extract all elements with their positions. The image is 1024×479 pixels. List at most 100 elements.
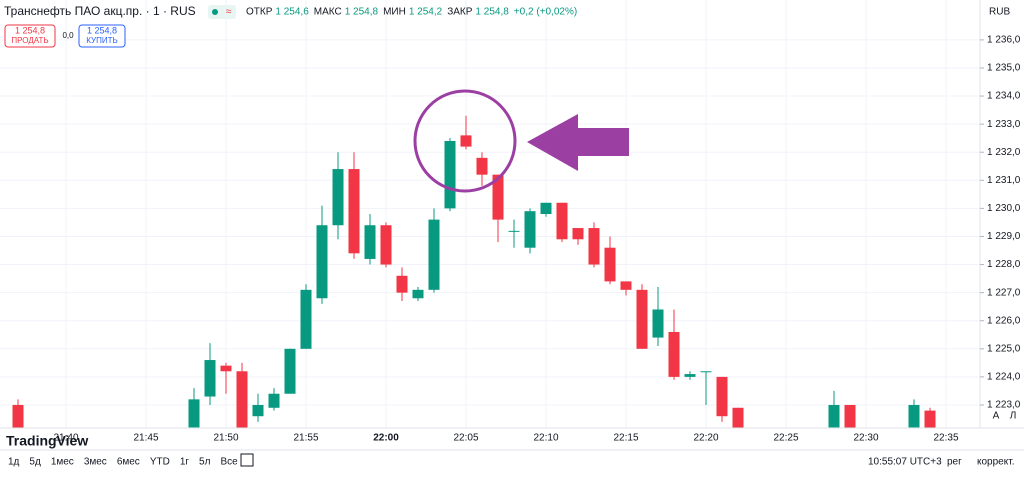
candle-body	[284, 348, 296, 394]
annotation-arrow	[527, 114, 629, 171]
auto-scale[interactable]: A	[993, 411, 1000, 422]
currency[interactable]: RUB	[989, 7, 1010, 18]
sell-label[interactable]: ПРОДАТЬ	[11, 36, 48, 45]
range-button[interactable]: 5л	[199, 457, 211, 468]
buy-label[interactable]: КУПИТЬ	[86, 36, 117, 45]
symbol-title: Транснефть ПАО акц.пр. · 1 · RUS	[4, 4, 196, 18]
x-tick-label: 22:00	[373, 433, 399, 444]
candle-body	[684, 374, 696, 377]
candle-body	[588, 228, 600, 265]
candle-body	[364, 225, 376, 259]
candle-body	[716, 376, 728, 417]
log-scale[interactable]: Л	[1010, 411, 1017, 422]
calendar-icon[interactable]	[240, 453, 254, 467]
candle-body	[700, 371, 712, 373]
buy-price[interactable]: 1 254,8	[87, 25, 117, 35]
candle-body	[348, 169, 360, 254]
candle-body	[300, 289, 312, 349]
y-tick-label: 1 234,0	[987, 91, 1021, 102]
range-button[interactable]: 1г	[180, 457, 190, 468]
candle-body	[428, 219, 440, 290]
ohlc-value: 1 254,8	[475, 7, 509, 18]
y-tick-label: 1 231,0	[987, 175, 1021, 186]
ohlc-label: МАКС	[314, 7, 342, 18]
ui: Транснефть ПАО акц.пр. · 1 · RUS ≈ Tradi…	[4, 4, 1016, 467]
candle-body	[572, 228, 584, 240]
ohlc-label: ЗАКР	[447, 7, 473, 18]
candle-body	[268, 393, 280, 408]
y-tick-label: 1 223,0	[987, 400, 1021, 411]
ohlc-value: 1 254,6	[275, 7, 309, 18]
spread: 0,0	[62, 31, 74, 40]
candle-body	[636, 289, 648, 349]
range-button[interactable]: Все	[220, 457, 238, 468]
x-tick-label: 21:50	[213, 433, 238, 444]
candle-body	[524, 211, 536, 248]
ohlc-value: 1 254,2	[409, 7, 443, 18]
x-tick-label: 22:15	[613, 433, 638, 444]
x-tick-label: 22:25	[773, 433, 798, 444]
candle-body	[732, 407, 744, 428]
y-tick-label: 1 225,0	[987, 343, 1021, 354]
candle-body	[412, 289, 424, 299]
status-badge	[208, 5, 236, 19]
logo: TradingView	[6, 433, 88, 449]
y-tick-label: 1 226,0	[987, 315, 1021, 326]
y-tick-label: 1 236,0	[987, 35, 1021, 46]
plot-area	[0, 0, 980, 428]
sell-button[interactable]	[4, 24, 56, 48]
range-button[interactable]: 1д	[8, 457, 20, 468]
candle-body	[204, 360, 216, 397]
candle-body	[316, 225, 328, 299]
x-tick-label: 21:40	[53, 433, 78, 444]
y-tick-label: 1 235,0	[987, 63, 1021, 74]
candle-body	[604, 247, 616, 282]
session[interactable]: рег	[947, 457, 962, 468]
y-tick-label: 1 228,0	[987, 259, 1021, 270]
x-tick-label: 22:10	[533, 433, 558, 444]
candle-body	[444, 140, 456, 209]
buy-button[interactable]	[78, 24, 126, 48]
status-icon: ≈	[226, 7, 232, 18]
ohlc-value: 1 254,8	[345, 7, 379, 18]
ohlc-change: +0,2 (+0,02%)	[514, 7, 577, 18]
candle-body	[476, 157, 488, 175]
status-dot	[212, 9, 218, 15]
x-tick-label: 22:35	[933, 433, 958, 444]
candle-body	[668, 331, 680, 377]
candle-body	[188, 399, 200, 428]
x-tick-label: 22:30	[853, 433, 878, 444]
candle-body	[540, 202, 552, 214]
candle-body	[492, 174, 504, 220]
annotation-circle	[413, 89, 517, 193]
range-button[interactable]: YTD	[150, 457, 170, 468]
adjust[interactable]: коррект.	[977, 457, 1014, 468]
range-button[interactable]: 6мес	[117, 457, 140, 468]
candle-body	[236, 371, 248, 428]
y-tick-label: 1 229,0	[987, 231, 1021, 242]
ohlc-label: ОТКР	[246, 7, 273, 18]
candle-body	[844, 404, 856, 428]
y-tick-label: 1 233,0	[987, 119, 1021, 130]
x-tick-label: 22:20	[693, 433, 718, 444]
clock: 10:55:07 UTC+3	[868, 457, 942, 468]
candle-body	[12, 404, 24, 428]
candle-body	[252, 404, 264, 417]
x-tick-label: 21:55	[293, 433, 318, 444]
y-tick-label: 1 232,0	[987, 147, 1021, 158]
x-tick-label: 22:05	[453, 433, 478, 444]
candle-body	[652, 309, 664, 338]
candle-body	[620, 281, 632, 290]
range-button[interactable]: 3мес	[84, 457, 107, 468]
range-button[interactable]: 5д	[29, 457, 41, 468]
candle-body	[380, 225, 392, 265]
x-tick-label: 21:45	[133, 433, 158, 444]
candle-body	[332, 169, 344, 226]
range-button[interactable]: 1мес	[51, 457, 74, 468]
y-tick-label: 1 224,0	[987, 372, 1021, 383]
sell-price[interactable]: 1 254,8	[15, 25, 45, 35]
candle-body	[924, 410, 936, 428]
candle-body	[220, 365, 232, 372]
candle-body	[508, 230, 520, 232]
y-tick-label: 1 227,0	[987, 287, 1021, 298]
